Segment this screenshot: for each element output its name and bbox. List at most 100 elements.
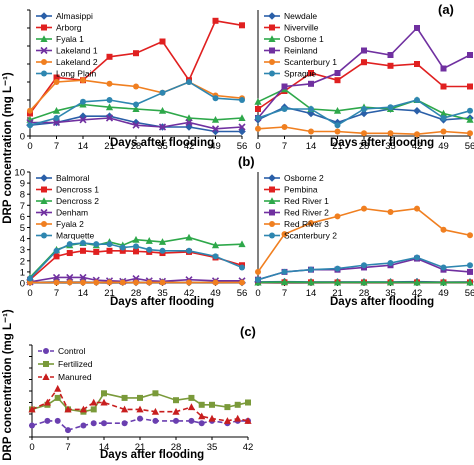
data-point (467, 52, 473, 58)
data-point (133, 243, 139, 250)
data-point (234, 401, 241, 408)
data-point (132, 105, 140, 112)
legend-marker (40, 46, 48, 55)
data-point (440, 128, 447, 135)
data-point (133, 101, 139, 108)
data-point (79, 116, 87, 124)
x-tick-label: 35 (157, 288, 168, 299)
data-point (172, 407, 180, 415)
data-point (185, 118, 193, 127)
data-point (387, 260, 394, 267)
data-point (119, 244, 126, 251)
data-point (53, 253, 60, 260)
data-point (361, 47, 367, 54)
x-tick-label: 49 (438, 141, 449, 152)
data-point (254, 98, 262, 105)
data-point (100, 398, 108, 406)
data-point (90, 398, 98, 406)
x-tick-label: 56 (237, 288, 248, 299)
data-point (467, 83, 473, 90)
data-point (66, 250, 73, 257)
data-point (29, 422, 35, 429)
x-tick-label: 35 (385, 141, 396, 152)
legend-marker (41, 221, 47, 227)
legend-marker (43, 348, 49, 354)
data-point (211, 116, 220, 123)
y-tick-label: 8 (20, 190, 25, 201)
data-point (188, 417, 195, 424)
data-point (106, 53, 113, 60)
data-point (440, 115, 447, 121)
legend-label: Red River 2 (284, 208, 329, 218)
data-point (158, 123, 167, 131)
x-tick-label: 21 (104, 141, 115, 152)
data-point (158, 238, 167, 245)
x-tick-label: 56 (465, 141, 474, 152)
series-manured (28, 384, 252, 424)
legend-marker (269, 59, 275, 65)
legend-marker (269, 186, 275, 193)
data-point (133, 279, 139, 286)
data-point (101, 390, 107, 397)
legend-label: Scanterbury 1 (284, 57, 337, 67)
data-point (223, 417, 232, 424)
legend-label: Sprague (284, 69, 316, 79)
y-tick-label: 6 (20, 212, 25, 223)
data-point (466, 116, 474, 123)
x-tick-label: 7 (65, 442, 70, 453)
data-point (307, 278, 315, 286)
data-point (439, 278, 448, 286)
x-tick-label: 7 (282, 288, 287, 299)
legend-label: Fertilized (58, 359, 93, 369)
legend-label: Lakeland 2 (56, 57, 98, 67)
data-point (238, 123, 246, 131)
data-point (255, 276, 261, 283)
data-point (308, 220, 314, 227)
data-point (133, 83, 139, 90)
data-point (159, 279, 166, 286)
legend-marker (269, 24, 275, 31)
data-point (132, 121, 140, 129)
y-tick-label: 10 (14, 168, 25, 179)
data-point (119, 247, 126, 254)
legend-marker (41, 186, 47, 193)
data-point (65, 427, 71, 434)
legend-marker (40, 174, 48, 182)
series-long-plain (27, 79, 245, 129)
data-point (334, 128, 341, 135)
y-tick-label: 0 (20, 132, 25, 143)
data-point (281, 268, 288, 275)
x-axis-label-a-right: Days after flooding (330, 137, 434, 149)
data-point (414, 25, 420, 31)
x-axis-label-b-right: Days after flooding (330, 296, 434, 308)
data-point (119, 279, 126, 286)
data-point (54, 394, 61, 401)
x-tick-label: 14 (78, 141, 89, 152)
data-point (185, 114, 193, 121)
x-tick-label: 21 (332, 141, 343, 152)
series-scanterbury-2 (255, 254, 473, 283)
legend-marker (269, 47, 275, 54)
data-point (121, 394, 128, 401)
data-point (245, 399, 251, 406)
data-point (238, 240, 246, 248)
data-point (53, 79, 60, 85)
data-point (414, 97, 420, 103)
data-point (467, 268, 473, 275)
series-red-river-3 (255, 205, 473, 275)
legend-marker (268, 174, 276, 182)
data-point (281, 124, 288, 130)
x-tick-label: 21 (104, 288, 115, 299)
x-tick-label: 42 (184, 288, 195, 299)
data-point (334, 213, 341, 220)
x-tick-label: 35 (157, 141, 168, 152)
data-point (308, 80, 314, 87)
data-point (439, 109, 448, 117)
legend-marker (269, 221, 275, 227)
data-point (211, 125, 220, 133)
data-point (186, 79, 192, 85)
data-point (239, 97, 245, 103)
data-point (440, 65, 447, 72)
data-point (280, 278, 289, 286)
